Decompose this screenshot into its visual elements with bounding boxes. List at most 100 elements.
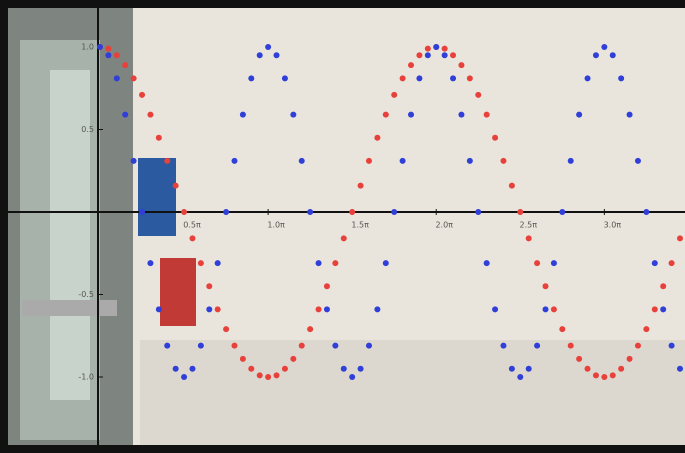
data-point [181,374,188,380]
data-point [677,235,683,242]
y-tick-label: 0.5 [81,125,94,134]
data-point [576,355,583,362]
data-point [601,44,608,50]
data-point [584,75,591,82]
data-point [265,44,272,50]
data-point [340,365,347,372]
data-point [105,45,112,52]
data-point [357,365,364,372]
data-point [139,209,146,215]
data-point [651,260,658,267]
data-point [248,75,255,82]
data-point [542,283,549,290]
data-point [189,235,196,242]
data-point [130,75,137,82]
data-point [365,342,372,349]
data-point [634,342,641,349]
y-tick-label: -0.5 [78,290,94,299]
data-point [466,75,473,82]
data-point [332,260,339,267]
data-point [492,134,499,141]
data-point [323,306,330,313]
data-point [677,365,683,372]
data-point [206,283,213,290]
data-point [374,134,381,141]
data-point [256,372,263,379]
data-point [626,111,633,118]
data-point [458,111,465,118]
baseboard [140,340,685,445]
data-point [559,209,566,215]
data-point [542,306,549,313]
data-point [155,306,162,313]
data-point [315,306,322,313]
data-point [408,62,415,69]
x-tick-label: 2.0π [435,221,453,230]
y-tick-label: -1.0 [78,373,94,382]
data-point [492,306,499,313]
data-point [122,62,129,69]
data-point [424,52,431,59]
data-point [500,157,507,164]
data-point [534,342,541,349]
data-point [147,260,154,267]
data-point [399,157,406,164]
data-point [122,111,129,118]
data-point [391,209,398,215]
data-point [113,52,120,59]
data-point [618,365,625,372]
data-point [668,342,675,349]
x-tick-label: 1.0π [267,221,285,230]
data-point [643,209,650,215]
data-point [281,75,288,82]
data-point [416,75,423,82]
data-point [281,365,288,372]
data-point [197,260,204,267]
data-point [273,372,280,379]
data-point [450,75,457,82]
data-point [601,374,608,380]
data-point [643,326,650,333]
data-point [239,355,246,362]
data-point [408,111,415,118]
data-point [332,342,339,349]
data-point [660,283,667,290]
data-point [525,365,532,372]
data-point [256,52,263,59]
data-point [374,306,381,313]
data-point [567,342,574,349]
data-point [273,52,280,59]
data-point [433,44,440,50]
x-tick-label: 2.5π [520,221,538,230]
data-point [634,157,641,164]
data-point [155,134,162,141]
data-point [105,52,112,59]
data-point [424,45,431,52]
data-point [298,157,305,164]
data-point [365,157,372,164]
data-point [164,342,171,349]
data-point [349,209,356,215]
push-bar [22,300,117,316]
data-point [298,342,305,349]
data-point [248,365,255,372]
data-point [550,260,557,267]
data-point [458,62,465,69]
data-point [223,209,230,215]
data-point [660,306,667,313]
data-point [483,260,490,267]
data-point [416,52,423,59]
data-point [500,342,507,349]
data-point [441,45,448,52]
data-point [139,91,146,98]
data-point [290,355,297,362]
x-tick-label: 3.0π [604,221,622,230]
data-point [307,209,314,215]
x-tick-label: 0.5π [183,221,201,230]
data-point [323,283,330,290]
data-point [164,157,171,164]
data-point [626,355,633,362]
data-point [391,91,398,98]
data-point [550,306,557,313]
data-point [357,182,364,189]
